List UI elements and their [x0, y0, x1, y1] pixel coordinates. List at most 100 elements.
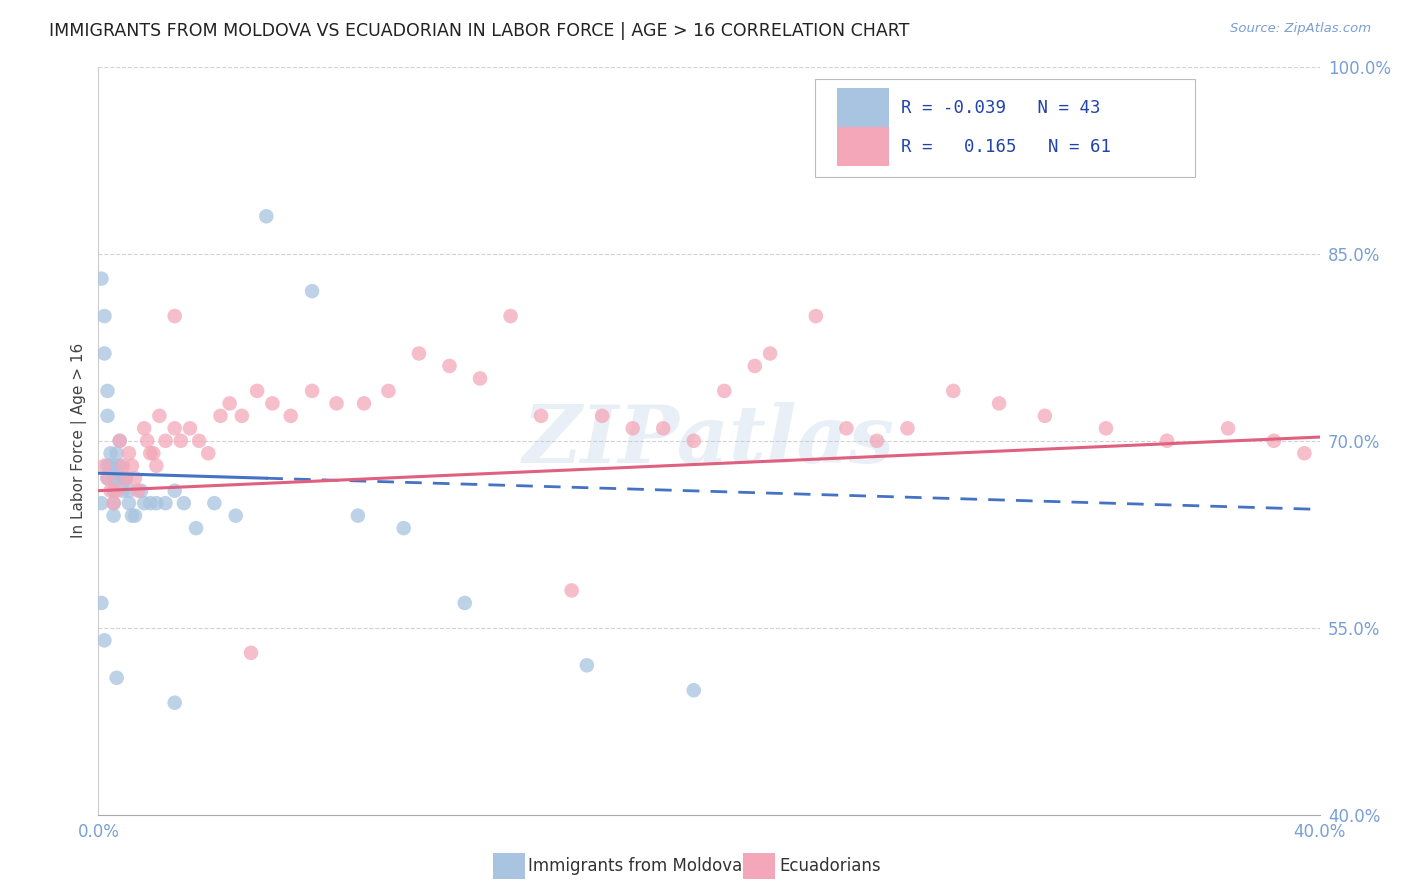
Point — [103, 496, 125, 510]
Point — [652, 421, 675, 435]
Point — [114, 471, 136, 485]
Point — [121, 458, 143, 473]
Point — [111, 471, 134, 485]
Text: R = -0.039   N = 43: R = -0.039 N = 43 — [901, 99, 1101, 117]
Point — [301, 284, 323, 298]
Point — [145, 496, 167, 510]
FancyBboxPatch shape — [744, 853, 775, 879]
Point — [155, 434, 177, 448]
Point — [114, 471, 136, 485]
Point — [134, 421, 156, 435]
Point — [139, 446, 162, 460]
Point — [184, 521, 207, 535]
Point — [468, 371, 491, 385]
Point — [108, 458, 131, 473]
Text: Ecuadorians: Ecuadorians — [780, 857, 882, 875]
Point — [108, 434, 131, 448]
Text: Source: ZipAtlas.com: Source: ZipAtlas.com — [1230, 22, 1371, 36]
Point — [804, 309, 827, 323]
Point — [377, 384, 399, 398]
FancyBboxPatch shape — [837, 88, 889, 128]
Point — [96, 471, 118, 485]
Point — [439, 359, 461, 373]
Point — [100, 483, 122, 498]
Point — [148, 409, 170, 423]
Point — [561, 583, 583, 598]
FancyBboxPatch shape — [837, 128, 889, 166]
Point — [262, 396, 284, 410]
Point — [173, 496, 195, 510]
Point — [1156, 434, 1178, 448]
Point — [408, 346, 430, 360]
Point — [105, 471, 128, 485]
Point — [942, 384, 965, 398]
Point — [103, 508, 125, 523]
Point — [759, 346, 782, 360]
Point — [163, 309, 186, 323]
Point — [896, 421, 918, 435]
Point — [111, 483, 134, 498]
Point — [124, 508, 146, 523]
Point — [325, 396, 347, 410]
Point — [1095, 421, 1118, 435]
Point — [93, 346, 115, 360]
Point — [136, 434, 159, 448]
Point — [105, 458, 128, 473]
Point — [240, 646, 263, 660]
FancyBboxPatch shape — [494, 853, 524, 879]
Point — [100, 446, 122, 460]
Point — [1294, 446, 1316, 460]
Point — [103, 471, 125, 485]
Text: ZIPatlas: ZIPatlas — [523, 402, 896, 480]
Point — [111, 458, 134, 473]
Point — [499, 309, 522, 323]
Point — [202, 496, 225, 510]
Point — [93, 309, 115, 323]
Point — [530, 409, 553, 423]
Point — [100, 458, 122, 473]
Point — [105, 483, 128, 498]
Point — [246, 384, 269, 398]
Point — [105, 671, 128, 685]
Point — [90, 496, 112, 510]
Point — [134, 496, 156, 510]
Point — [988, 396, 1011, 410]
Point — [621, 421, 644, 435]
Text: IMMIGRANTS FROM MOLDOVA VS ECUADORIAN IN LABOR FORCE | AGE > 16 CORRELATION CHAR: IMMIGRANTS FROM MOLDOVA VS ECUADORIAN IN… — [49, 22, 910, 40]
Point — [1216, 421, 1239, 435]
Point — [124, 471, 146, 485]
Text: Immigrants from Moldova: Immigrants from Moldova — [529, 857, 742, 875]
Point — [129, 483, 152, 498]
Point — [713, 384, 735, 398]
Point — [96, 409, 118, 423]
Point — [280, 409, 302, 423]
Point — [105, 446, 128, 460]
Point — [118, 446, 141, 460]
Point — [866, 434, 889, 448]
Point — [139, 496, 162, 510]
Point — [155, 496, 177, 510]
Y-axis label: In Labor Force | Age > 16: In Labor Force | Age > 16 — [72, 343, 87, 539]
Point — [392, 521, 415, 535]
Point — [118, 483, 141, 498]
Point — [254, 209, 277, 223]
Point — [353, 396, 375, 410]
Point — [218, 396, 240, 410]
FancyBboxPatch shape — [815, 79, 1195, 178]
Point — [347, 508, 370, 523]
Point — [93, 458, 115, 473]
Point — [209, 409, 232, 423]
Point — [142, 446, 165, 460]
Point — [744, 359, 766, 373]
Point — [121, 508, 143, 523]
Point — [96, 384, 118, 398]
Text: R =   0.165   N = 61: R = 0.165 N = 61 — [901, 137, 1111, 156]
Point — [835, 421, 858, 435]
Point — [1033, 409, 1056, 423]
Point — [591, 409, 613, 423]
Point — [90, 596, 112, 610]
Point — [127, 483, 149, 498]
Point — [145, 458, 167, 473]
Point — [90, 271, 112, 285]
Point — [96, 471, 118, 485]
